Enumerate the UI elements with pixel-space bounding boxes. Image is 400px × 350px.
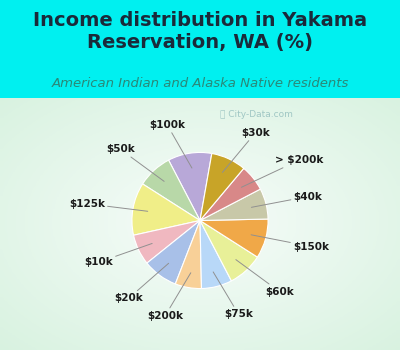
- Wedge shape: [147, 220, 200, 284]
- Text: $150k: $150k: [251, 235, 329, 252]
- Text: $100k: $100k: [149, 120, 192, 168]
- Text: $200k: $200k: [147, 273, 191, 321]
- Text: $125k: $125k: [69, 199, 148, 211]
- Wedge shape: [134, 220, 200, 263]
- Wedge shape: [143, 160, 200, 220]
- Wedge shape: [200, 220, 257, 281]
- Text: $30k: $30k: [222, 128, 270, 173]
- Wedge shape: [168, 153, 212, 220]
- Text: $20k: $20k: [114, 263, 169, 303]
- Text: $75k: $75k: [213, 272, 253, 319]
- Text: $10k: $10k: [84, 244, 152, 267]
- Text: Income distribution in Yakama
Reservation, WA (%): Income distribution in Yakama Reservatio…: [33, 11, 367, 52]
- Wedge shape: [200, 220, 232, 288]
- Wedge shape: [175, 220, 202, 288]
- Text: $50k: $50k: [106, 144, 164, 181]
- Text: $40k: $40k: [252, 191, 322, 207]
- Text: > $200k: > $200k: [241, 155, 324, 187]
- Wedge shape: [132, 184, 200, 235]
- Wedge shape: [200, 219, 268, 257]
- Wedge shape: [200, 189, 268, 220]
- Text: ⓘ City-Data.com: ⓘ City-Data.com: [220, 110, 293, 119]
- Text: $60k: $60k: [236, 260, 294, 297]
- Text: American Indian and Alaska Native residents: American Indian and Alaska Native reside…: [51, 77, 349, 90]
- Wedge shape: [200, 168, 260, 220]
- Wedge shape: [200, 154, 244, 220]
